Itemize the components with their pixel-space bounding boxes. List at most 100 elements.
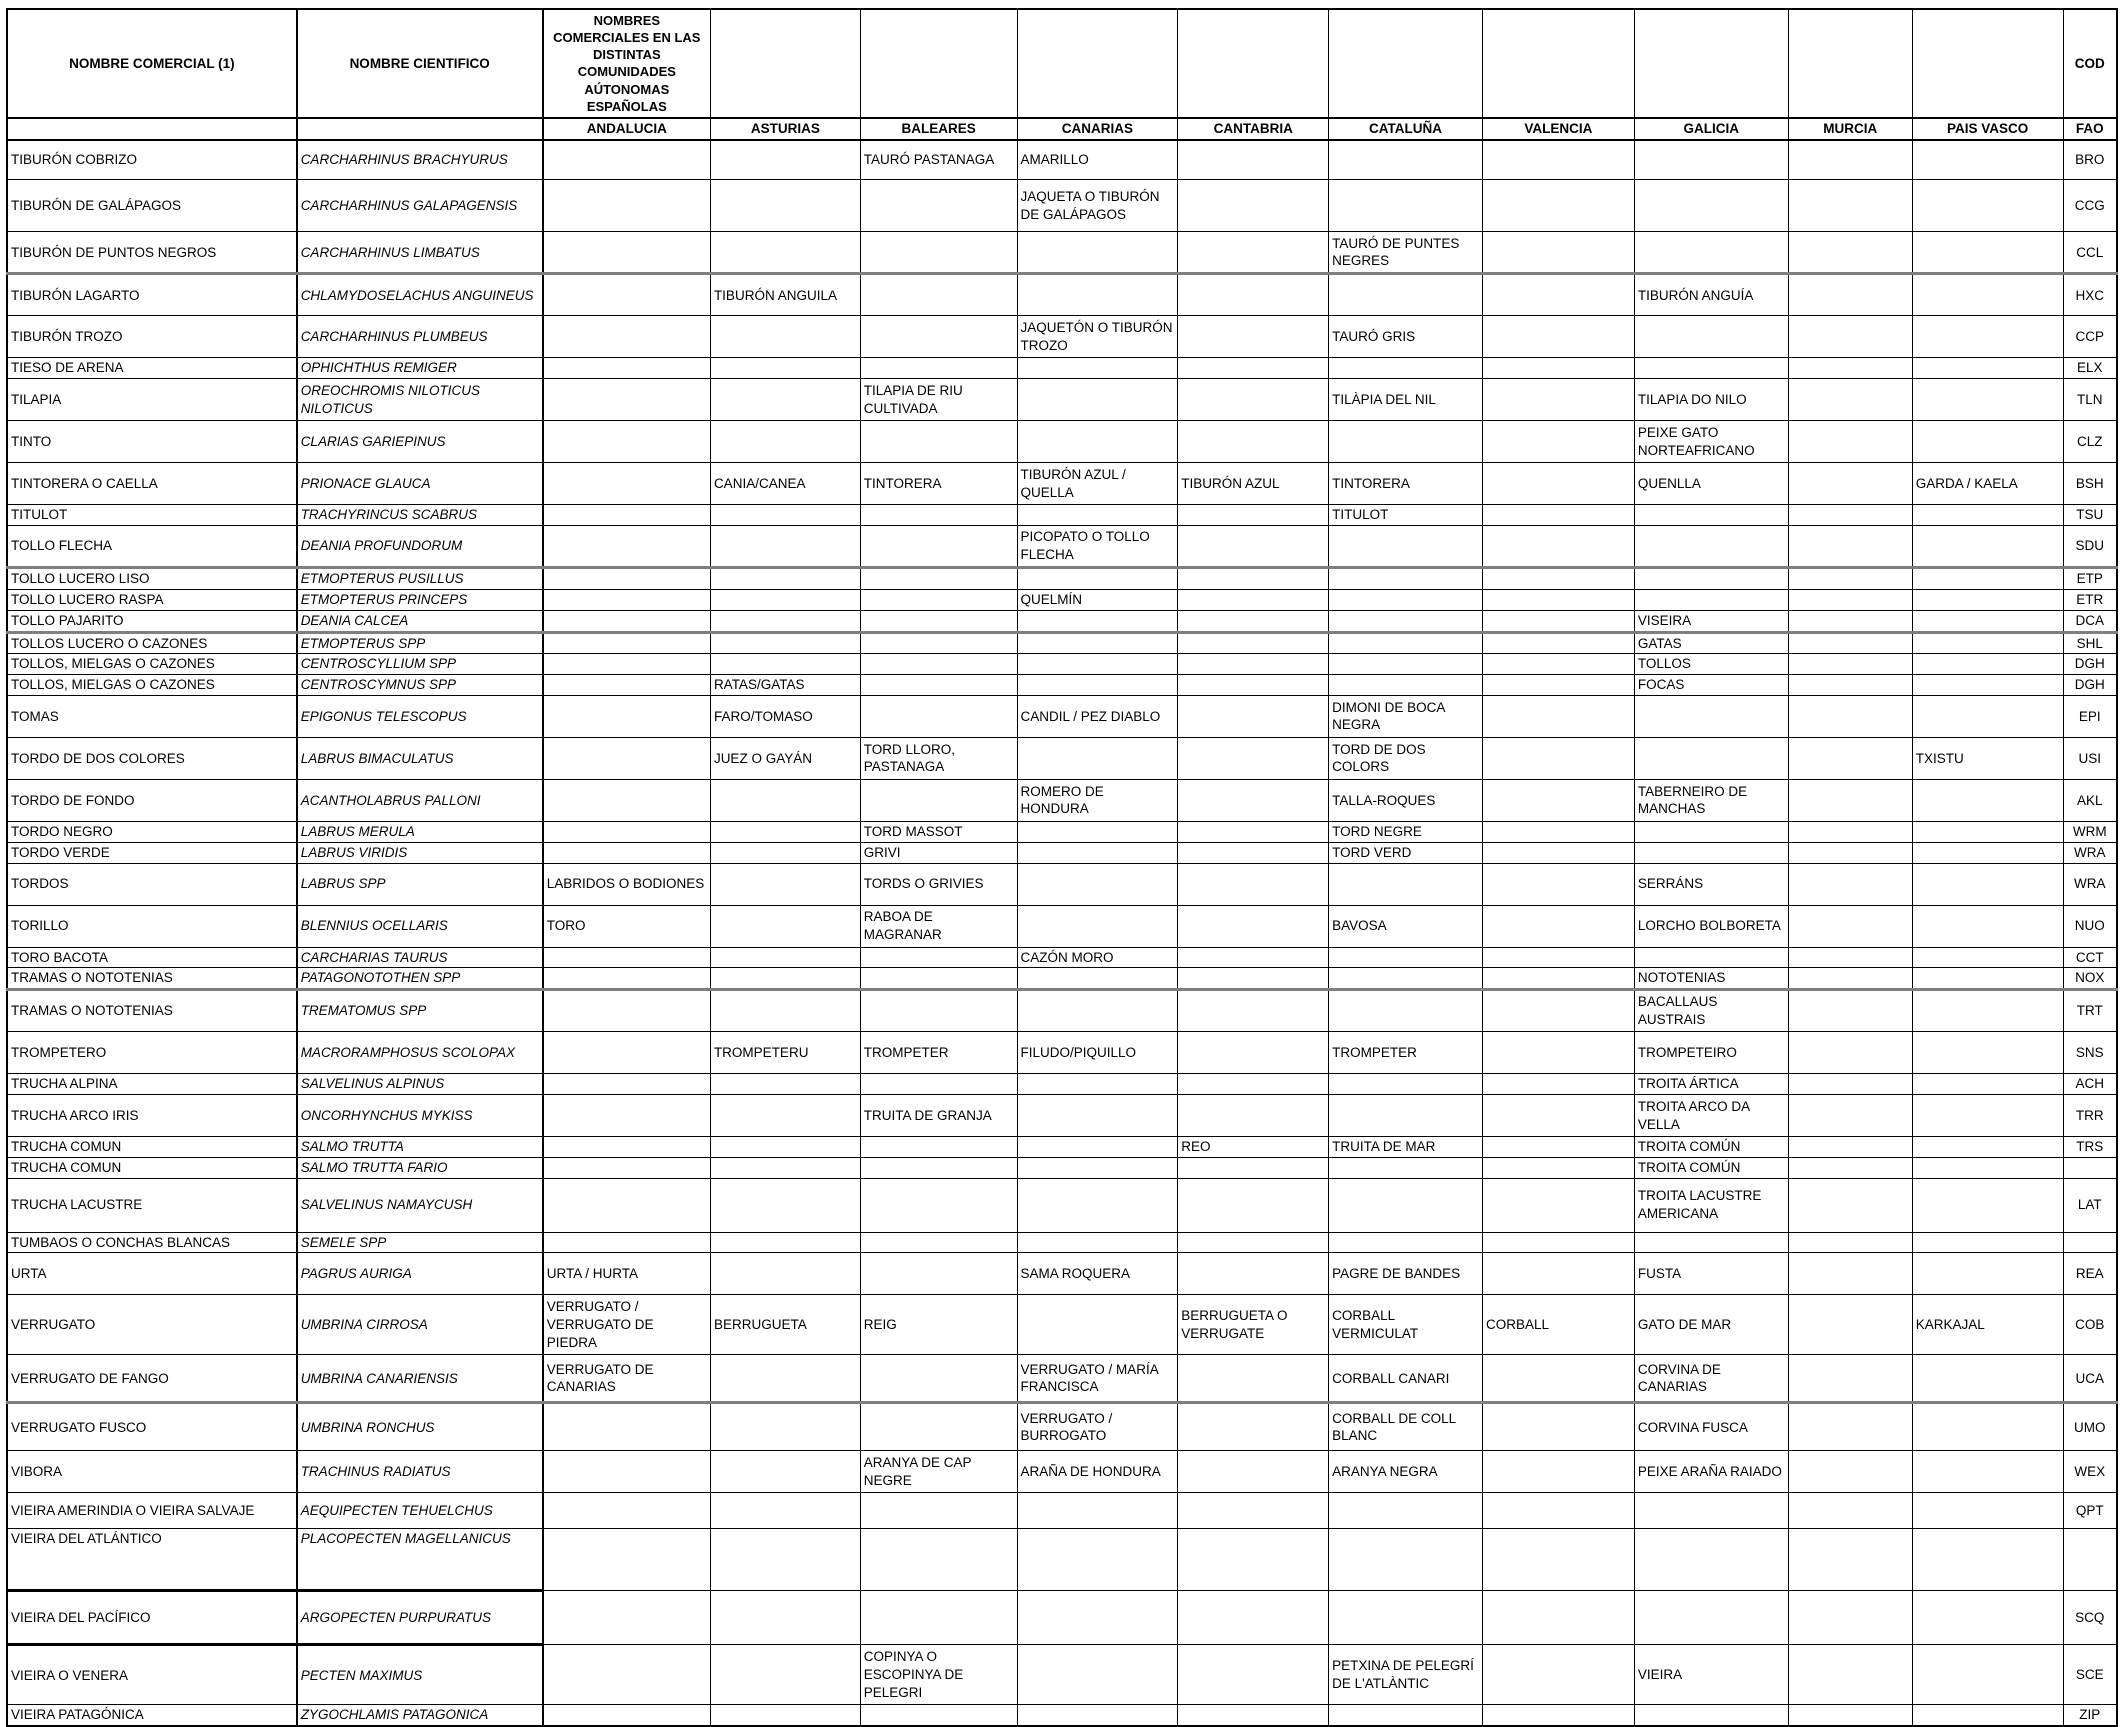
cell-region-cantabria bbox=[1177, 1252, 1330, 1296]
cell-region-cataluna bbox=[1328, 525, 1483, 569]
cell-region-andalucia bbox=[542, 588, 711, 611]
cell-region-cantabria bbox=[1177, 1401, 1330, 1452]
cell-commercial: TOLLO FLECHA bbox=[6, 525, 298, 569]
cell-scientific: ETMOPTERUS SPP bbox=[296, 630, 544, 655]
header-row-regions: ANDALUCIA ASTURIAS BALEARES CANARIAS CAN… bbox=[6, 117, 2118, 141]
cell-region-galicia bbox=[1633, 179, 1789, 233]
cell-commercial: TOLLOS, MIELGAS O CAZONES bbox=[6, 674, 298, 696]
cell-region-galicia: GATAS bbox=[1633, 630, 1789, 655]
cell-scientific: DEANIA PROFUNDORUM bbox=[296, 525, 544, 569]
cell-region-cantabria bbox=[1177, 357, 1330, 380]
cell-region-valencia bbox=[1481, 1094, 1635, 1137]
cell-region-valencia bbox=[1481, 1704, 1635, 1727]
cell-region-galicia: FOCAS bbox=[1633, 674, 1789, 696]
cell-region-canarias bbox=[1016, 378, 1179, 422]
header-cod: COD bbox=[2062, 8, 2118, 119]
cell-region-asturias bbox=[709, 420, 861, 464]
cell-region-baleares bbox=[859, 272, 1018, 317]
cell-commercial: TOLLO LUCERO RASPA bbox=[6, 588, 298, 611]
cell-region-canarias bbox=[1016, 609, 1179, 633]
cell-commercial: VERRUGATO DE FANGO bbox=[6, 1354, 298, 1404]
cell-region-valencia bbox=[1481, 1231, 1635, 1254]
cell-region-pais-vasco bbox=[1911, 1177, 2064, 1233]
cell-fao: TRS bbox=[2062, 1136, 2118, 1158]
cell-region-pais-vasco bbox=[1911, 1136, 2064, 1158]
table-row: URTA PAGRUS AURIGA URTA / HURTA SAMA ROQUER… bbox=[6, 1252, 2118, 1296]
cell-region-galicia: TABERNEIRO DE MANCHAS bbox=[1633, 778, 1789, 822]
cell-region-canarias bbox=[1016, 1528, 1179, 1592]
cell-scientific: AEQUIPECTEN TEHUELCHUS bbox=[296, 1492, 544, 1530]
cell-region-cantabria bbox=[1177, 179, 1330, 233]
cell-region-murcia bbox=[1787, 378, 1913, 422]
cell-region-cantabria: REO bbox=[1177, 1136, 1330, 1158]
cell-region-andalucia bbox=[542, 1156, 711, 1179]
cell-region-valencia bbox=[1481, 946, 1635, 969]
cell-region-valencia bbox=[1481, 653, 1635, 676]
cell-region-andalucia bbox=[542, 1031, 711, 1075]
cell-region-galicia bbox=[1633, 1231, 1789, 1254]
cell-region-canarias bbox=[1016, 1704, 1179, 1727]
cell-region-galicia: FUSTA bbox=[1633, 1252, 1789, 1296]
cell-commercial: TROMPETERO bbox=[6, 1031, 298, 1075]
cell-commercial: TORDO VERDE bbox=[6, 841, 298, 864]
cell-region-galicia: PEIXE ARAÑA RAIADO bbox=[1633, 1450, 1789, 1494]
cell-region-asturias bbox=[709, 315, 861, 359]
cell-scientific: PAGRUS AURIGA bbox=[296, 1252, 544, 1296]
cell-region-valencia bbox=[1481, 420, 1635, 464]
cell-fao bbox=[2062, 1231, 2118, 1254]
cell-fao: WRA bbox=[2062, 841, 2118, 864]
cell-region-asturias bbox=[709, 1136, 861, 1158]
cell-region-baleares: COPINYA O ESCOPINYA DE PELEGRI bbox=[859, 1644, 1018, 1706]
cell-region-galicia: TROMPETEIRO bbox=[1633, 1031, 1789, 1075]
table-row: TORDO DE FONDO ACANTHOLABRUS PALLONI ROMER… bbox=[6, 778, 2118, 822]
cell-region-galicia bbox=[1633, 588, 1789, 611]
cell-region-valencia bbox=[1481, 1590, 1635, 1646]
cell-region-murcia bbox=[1787, 566, 1913, 590]
cell-region-galicia: QUENLLA bbox=[1633, 462, 1789, 506]
cell-scientific: SALVELINUS NAMAYCUSH bbox=[296, 1177, 544, 1233]
cell-region-cataluna bbox=[1328, 1231, 1483, 1254]
cell-region-cataluna: TROMPETER bbox=[1328, 1031, 1483, 1075]
cell-commercial: TOLLOS, MIELGAS O CAZONES bbox=[6, 653, 298, 676]
cell-region-galicia: BACALLAUS AUSTRAIS bbox=[1633, 988, 1789, 1033]
cell-fao: BRO bbox=[2062, 139, 2118, 181]
cell-region-baleares: TORD LLORO, PASTANAGA bbox=[859, 736, 1018, 780]
table-row: TOLLO LUCERO RASPA ETMOPTERUS PRINCEPS QUE… bbox=[6, 588, 2118, 611]
header-spacer bbox=[6, 117, 298, 141]
cell-region-baleares: TILAPIA DE RIU CULTIVADA bbox=[859, 378, 1018, 422]
cell-region-cantabria bbox=[1177, 841, 1330, 864]
cell-region-cataluna: TITULOT bbox=[1328, 504, 1483, 527]
cell-fao: UCA bbox=[2062, 1354, 2118, 1404]
cell-region-andalucia bbox=[542, 1528, 711, 1592]
cell-region-canarias: JAQUETÓN O TIBURÓN TROZO bbox=[1016, 315, 1179, 359]
header-region-galicia: GALICIA bbox=[1633, 117, 1789, 141]
cell-scientific: SALVELINUS ALPINUS bbox=[296, 1073, 544, 1095]
cell-scientific: ZYGOCHLAMIS PATAGONICA bbox=[296, 1704, 544, 1727]
cell-region-cataluna: CORBALL DE COLL BLANC bbox=[1328, 1401, 1483, 1452]
cell-region-andalucia bbox=[542, 525, 711, 569]
cell-region-asturias bbox=[709, 1644, 861, 1706]
cell-fao: SDU bbox=[2062, 525, 2118, 569]
table-row: TOLLO LUCERO LISO ETMOPTERUS PUSILLUS ETP bbox=[6, 566, 2118, 590]
cell-region-cataluna: TAURÓ DE PUNTES NEGRES bbox=[1328, 231, 1483, 275]
cell-region-pais-vasco bbox=[1911, 841, 2064, 864]
cell-scientific: CENTROSCYLLIUM SPP bbox=[296, 653, 544, 676]
cell-region-andalucia bbox=[542, 420, 711, 464]
header-spacer bbox=[1016, 8, 1179, 119]
cell-region-galicia: TROITA ARCO DA VELLA bbox=[1633, 1094, 1789, 1137]
cell-region-asturias: TROMPETERU bbox=[709, 1031, 861, 1075]
cell-scientific: ETMOPTERUS PRINCEPS bbox=[296, 588, 544, 611]
cell-region-cantabria bbox=[1177, 1450, 1330, 1494]
cell-region-cantabria bbox=[1177, 139, 1330, 181]
cell-region-baleares: TINTORERA bbox=[859, 462, 1018, 506]
cell-region-valencia: CORBALL bbox=[1481, 1294, 1635, 1356]
cell-region-baleares bbox=[859, 1528, 1018, 1592]
cell-region-pais-vasco bbox=[1911, 272, 2064, 317]
table-row: TORDO DE DOS COLORES LABRUS BIMACULATUS JU… bbox=[6, 736, 2118, 780]
cell-region-cantabria bbox=[1177, 904, 1330, 948]
cell-fao: TRT bbox=[2062, 988, 2118, 1033]
cell-commercial: VIEIRA DEL ATLÁNTICO bbox=[6, 1528, 298, 1593]
cell-region-andalucia bbox=[542, 272, 711, 317]
cell-region-galicia: VIEIRA bbox=[1633, 1644, 1789, 1706]
table-row: VIEIRA O VENERA PECTEN MAXIMUS COPINYA O E… bbox=[6, 1644, 2118, 1706]
